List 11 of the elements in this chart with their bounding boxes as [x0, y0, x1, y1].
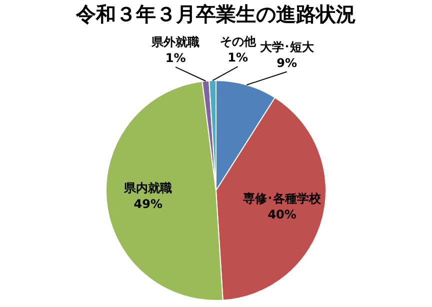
data-label: 1%	[228, 50, 248, 65]
data-label: 9%	[276, 56, 298, 70]
data-label: 49%	[134, 197, 162, 212]
slice-label: 専修･各種学校	[242, 192, 322, 206]
chart-title: 令和３年３月卒業生の進路状況	[75, 2, 356, 26]
slice-label: 県外就職	[150, 35, 200, 50]
slice-label: 県内就職	[123, 181, 172, 196]
data-label: 40%	[268, 208, 296, 222]
slice-label: その他	[220, 34, 257, 49]
data-label: 1%	[165, 51, 186, 66]
slice-label: 大学･短大	[260, 40, 315, 54]
